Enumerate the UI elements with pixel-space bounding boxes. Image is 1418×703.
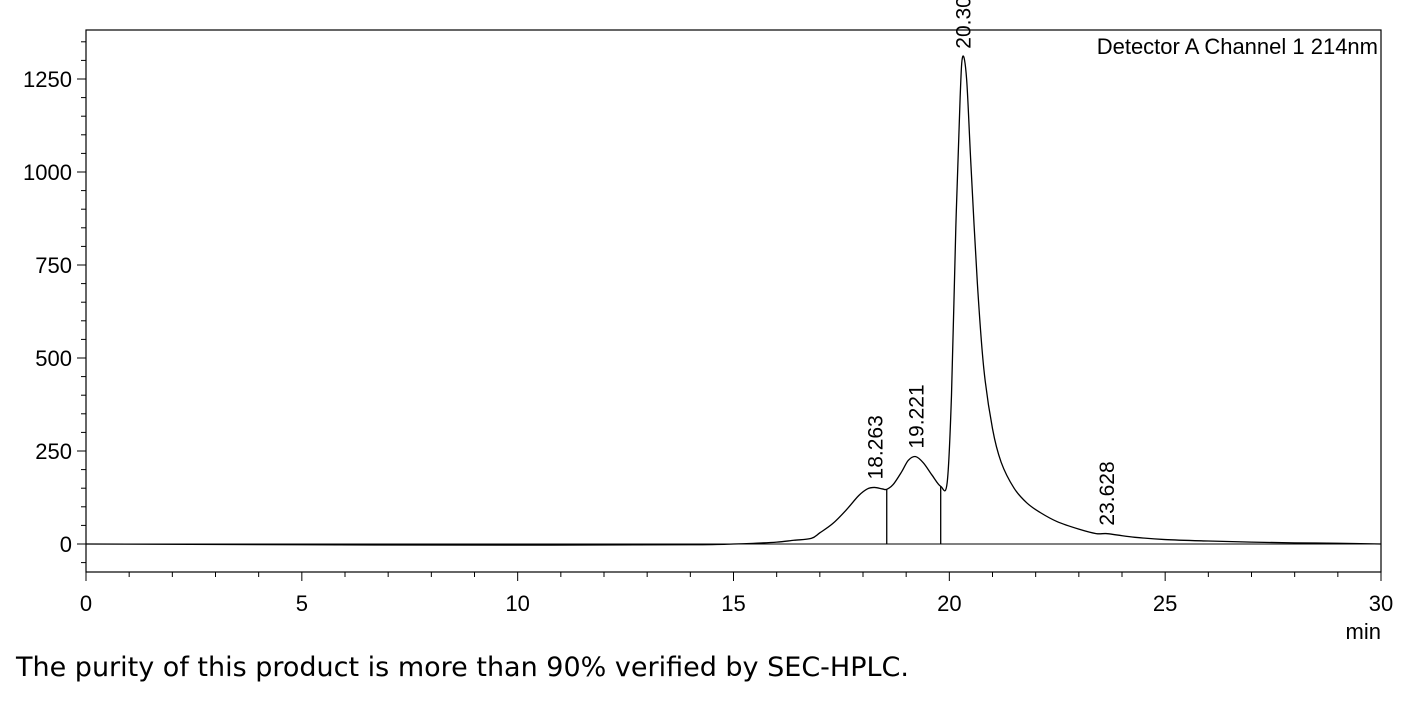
signal-trace [85,55,1382,546]
x-tick-label: 10 [505,591,529,616]
axes: 0 5 10 15 20 25 30 0 250 500 750 1000 1250 [23,41,1393,616]
chromatogram-chart: 0 5 10 15 20 25 30 0 250 500 750 1000 1250 18.263 19.… [23,0,1393,644]
chart-marks: 18.263 19.221 20.309 23.628 [85,0,1382,546]
x-tick-label: 5 [296,591,308,616]
x-tick-label: 0 [80,591,92,616]
x-tick-label: 15 [721,591,745,616]
peak-label: 19.221 [906,384,929,448]
y-tick-label: 1000 [23,160,72,185]
y-tick-label: 1250 [23,67,72,92]
y-tick-label: 750 [35,253,72,278]
plot-frame [85,29,1382,573]
y-tick-label: 500 [35,346,72,371]
x-tick-label: 25 [1153,591,1177,616]
x-tick-label: 20 [937,591,961,616]
y-tick-label: 0 [60,532,72,557]
x-tick-label: 30 [1369,591,1393,616]
peak-label: 18.263 [864,415,887,479]
purity-caption: The purity of this product is more than … [16,652,909,683]
y-tick-label: 250 [35,439,72,464]
peak-label: 23.628 [1096,461,1119,525]
x-axis-unit: min [1346,619,1381,644]
peak-label: 20.309 [953,0,976,49]
detector-legend: Detector A Channel 1 214nm [1097,34,1378,59]
